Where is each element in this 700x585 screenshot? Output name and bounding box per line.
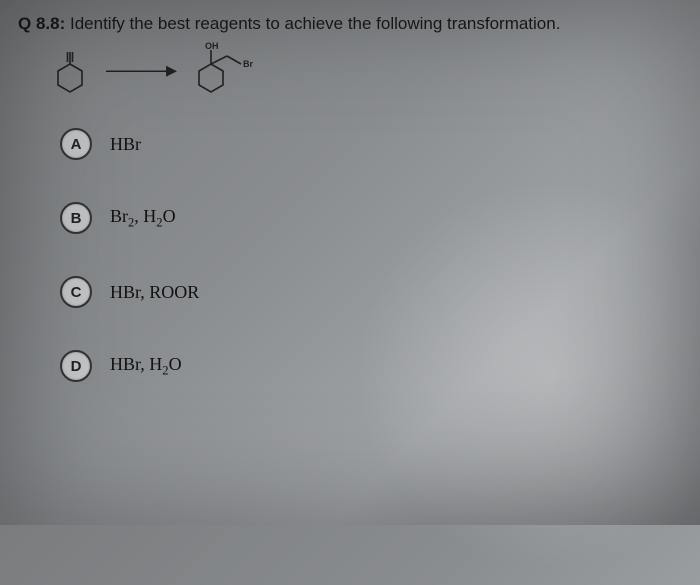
option-text: HBr xyxy=(110,134,141,155)
option-d[interactable]: D HBr, H2O xyxy=(60,350,682,382)
reaction-arrow: ———▸ xyxy=(106,57,175,83)
option-letter: D xyxy=(60,350,92,382)
option-a[interactable]: A HBr xyxy=(60,128,682,160)
options-list: A HBr B Br2, H2O C HBr, ROOR D HBr, H2O xyxy=(60,128,682,382)
product: OH Br xyxy=(187,40,267,100)
option-c[interactable]: C HBr, ROOR xyxy=(60,276,682,308)
option-text: HBr, ROOR xyxy=(110,282,199,303)
option-letter: C xyxy=(60,276,92,308)
option-letter: B xyxy=(60,202,92,234)
option-b[interactable]: B Br2, H2O xyxy=(60,202,682,234)
option-letter: A xyxy=(60,128,92,160)
br-label: Br xyxy=(243,59,253,69)
option-text: HBr, H2O xyxy=(110,354,182,379)
question-number: Q 8.8: xyxy=(18,14,65,33)
question-block: Q 8.8: Identify the best reagents to ach… xyxy=(0,0,700,438)
question-text: Q 8.8: Identify the best reagents to ach… xyxy=(18,14,682,34)
question-prompt: Identify the best reagents to achieve th… xyxy=(70,14,560,33)
reaction-scheme: ———▸ OH Br xyxy=(46,40,682,100)
oh-label: OH xyxy=(205,41,219,51)
option-text: Br2, H2O xyxy=(110,206,176,231)
starting-material xyxy=(46,44,94,96)
